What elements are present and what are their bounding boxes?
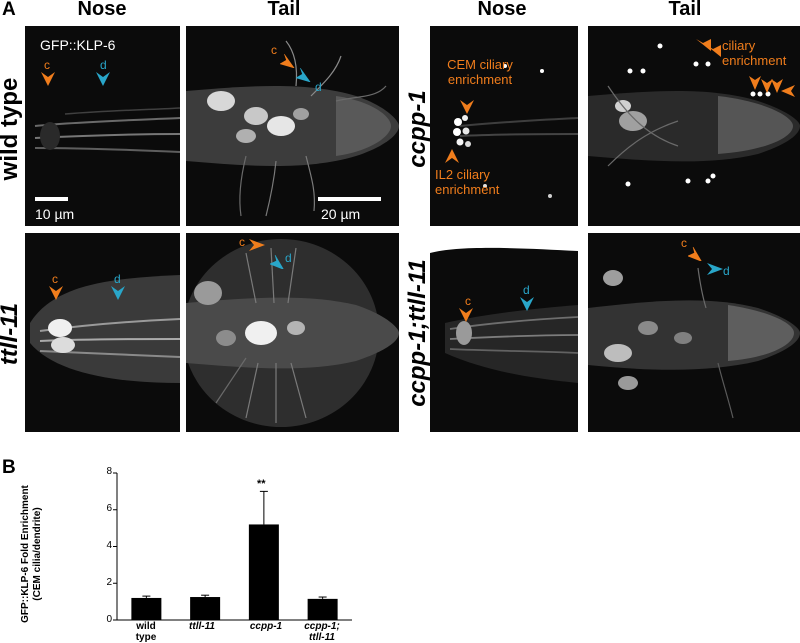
bar: [190, 597, 221, 620]
micrograph-ccpp-1-ttll-11-nose: [430, 233, 578, 432]
worm-tail-drawing: [588, 43, 800, 187]
y-tick-label: 2: [106, 577, 112, 588]
y-tick-label: 8: [106, 466, 112, 477]
x-category-line1: ttll-11: [189, 621, 215, 632]
arrow-d-label: d: [723, 264, 730, 278]
worm-tail-drawing: [186, 40, 399, 217]
micrograph-wild-type-tail: [186, 26, 399, 226]
row-label-wild-type: wild type: [0, 77, 23, 181]
arrow-c-label: c: [52, 272, 58, 286]
arrow-c-label: c: [44, 58, 50, 72]
orange-arrowhead: [761, 79, 773, 93]
ciliary-enrichment-label: ciliary enrichment: [722, 38, 787, 68]
worm-tail-drawing: [588, 267, 800, 419]
panel-letter-a: A: [2, 0, 16, 20]
scale-bar-10um: [35, 197, 68, 201]
bar-chart: [113, 472, 352, 621]
y-tick-label: 0: [106, 614, 112, 625]
arrow-d-label: d: [100, 58, 107, 72]
arrow-c-label: c: [239, 235, 245, 249]
y-tick-label: 6: [106, 503, 112, 514]
cyan-arrowhead: [520, 297, 534, 311]
micrograph-wild-type-nose: [25, 26, 180, 226]
x-category-ttll-11: ttll-11: [170, 621, 234, 632]
bar: [307, 598, 338, 620]
column-header-tail-left: Tail: [267, 0, 301, 20]
orange-arrowhead: [749, 76, 761, 90]
orange-arrowhead: [49, 286, 63, 300]
row-label-ccpp-1-ttll-11: ccpp-1;ttll-11: [404, 259, 431, 407]
x-category-ccpp-1-ttll-11: ccpp-1; ttll-11: [290, 621, 354, 643]
x-category-line1: ccpp-1: [249, 621, 283, 632]
arrow-d-label: d: [523, 283, 530, 297]
column-header-nose-left: Nose: [77, 0, 127, 20]
worm-nose-drawing: [430, 233, 578, 383]
arrow-d-label: d: [285, 251, 292, 265]
arrow-c-label: c: [465, 294, 471, 308]
orange-arrowhead: [706, 45, 721, 57]
significance-marker: **: [257, 478, 266, 490]
x-category-ccpp-1: ccpp-1: [234, 621, 298, 632]
micrograph-ttll-11-tail: [186, 233, 399, 432]
worm-nose-drawing: [453, 64, 578, 198]
x-category-wild-type: wild type: [114, 621, 178, 643]
bar: [248, 524, 279, 620]
x-category-line2: ttll-11: [309, 632, 335, 643]
x-category-line1: wild: [136, 621, 156, 632]
column-header-tail-right: Tail: [668, 0, 702, 20]
orange-arrowhead: [249, 239, 265, 251]
scale-label-10um: 10 µm: [35, 206, 75, 222]
orange-arrowhead: [781, 85, 795, 97]
bar: [131, 597, 162, 620]
worm-nose-drawing: [34, 107, 180, 153]
micrograph-ccpp-1-ttll-11-tail: [588, 233, 800, 432]
micrograph-ttll-11-nose: [25, 233, 180, 432]
orange-arrowhead: [688, 247, 703, 261]
arrow-d-label: d: [114, 272, 121, 286]
cyan-arrowhead: [96, 72, 110, 86]
row-label-ccpp-1: ccpp-1: [404, 90, 431, 168]
scale-bar-20um: [318, 197, 381, 201]
orange-arrowhead: [445, 149, 459, 163]
orange-arrowhead: [696, 39, 711, 51]
micrograph-ccpp-1-tail: [588, 26, 800, 226]
marker-label: GFP::KLP-6: [40, 37, 116, 53]
scale-label-20um: 20 µm: [321, 206, 361, 222]
orange-arrowhead: [280, 54, 295, 68]
arrow-c-label: c: [681, 236, 687, 250]
worm-nose-drawing: [30, 275, 180, 383]
orange-arrowhead: [460, 100, 474, 114]
y-tick-label: 4: [106, 540, 112, 551]
arrow-d-label: d: [315, 80, 322, 94]
row-label-ttll-11: ttll-11: [0, 302, 23, 366]
cyan-arrowhead: [707, 263, 723, 275]
cyan-arrowhead: [296, 68, 311, 82]
cyan-arrowhead: [270, 255, 285, 269]
orange-arrowhead: [459, 308, 473, 322]
orange-arrowhead: [41, 72, 55, 86]
cem-ciliary-enrichment-label: CEM ciliary enrichment: [447, 57, 513, 87]
x-category-line2: type: [135, 632, 157, 643]
column-header-nose-right: Nose: [477, 0, 527, 20]
il2-ciliary-enrichment-label: IL2 ciliary enrichment: [435, 167, 500, 197]
orange-arrowhead: [771, 79, 783, 93]
worm-tail-drawing: [186, 239, 399, 427]
micrograph-ccpp-1-nose: [430, 26, 578, 226]
cyan-arrowhead: [111, 286, 125, 300]
arrow-c-label: c: [271, 43, 277, 57]
panel-letter-b: B: [2, 457, 16, 478]
x-category-line1: ccpp-1;: [304, 621, 340, 632]
